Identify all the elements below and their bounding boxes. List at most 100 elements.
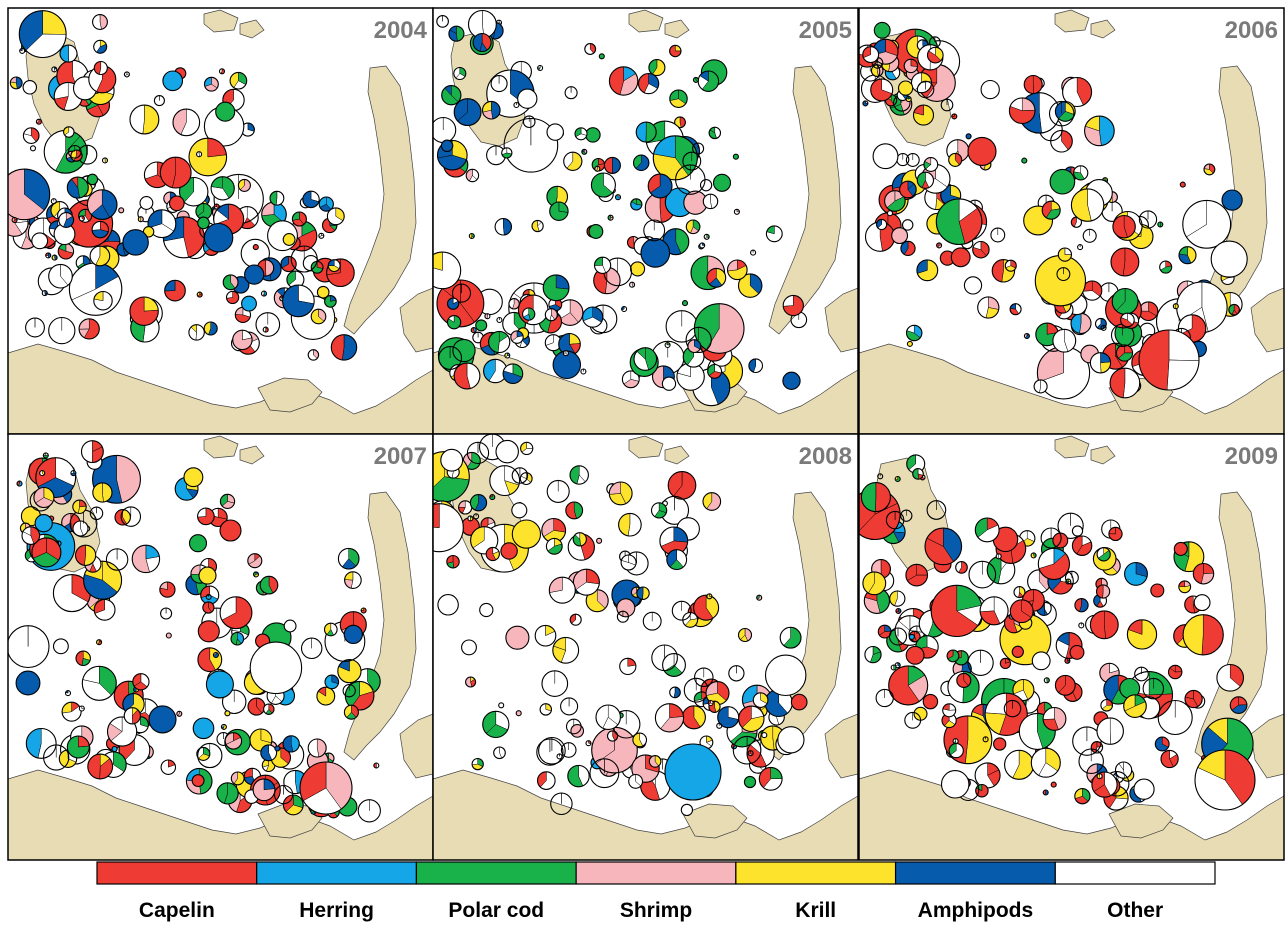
year-label: 2009 bbox=[1225, 443, 1278, 470]
station-pie bbox=[200, 585, 220, 605]
station-pie bbox=[1054, 674, 1076, 696]
station-pie bbox=[129, 104, 160, 135]
station-pie bbox=[282, 794, 304, 816]
legend-swatch bbox=[894, 861, 1056, 885]
station-pie bbox=[912, 468, 924, 480]
station-pie bbox=[282, 284, 315, 318]
station-pie bbox=[1229, 696, 1248, 714]
station-pie bbox=[22, 127, 40, 144]
station-pie bbox=[291, 211, 307, 227]
station-pie bbox=[669, 686, 681, 699]
station-pie bbox=[564, 86, 578, 100]
station-pie bbox=[946, 649, 960, 663]
station-pie bbox=[534, 624, 557, 647]
station-pie bbox=[212, 651, 219, 659]
station-pie bbox=[565, 501, 584, 520]
station-pie bbox=[72, 499, 87, 515]
station-pie bbox=[160, 759, 177, 775]
station-pie bbox=[92, 14, 108, 30]
station-pie bbox=[168, 195, 185, 212]
station-pie bbox=[936, 242, 943, 249]
station-pie bbox=[249, 641, 303, 695]
station-pie bbox=[864, 645, 882, 664]
panels-layer: 2004 2005 2006 2007 2008 2009 bbox=[7, 7, 1285, 861]
station-pie bbox=[51, 254, 58, 261]
station-pie bbox=[470, 327, 477, 334]
station-pie bbox=[1048, 100, 1075, 127]
map-panel-2006: 2006 bbox=[858, 7, 1285, 435]
station-pie bbox=[197, 620, 220, 643]
station-pie bbox=[585, 740, 592, 747]
station-pie bbox=[877, 624, 892, 639]
land-area bbox=[664, 19, 690, 39]
station-pie bbox=[671, 600, 692, 621]
station-pie bbox=[589, 758, 620, 789]
station-pie bbox=[202, 601, 215, 614]
station-pie bbox=[706, 593, 713, 600]
station-pie bbox=[980, 79, 1000, 100]
station-pie bbox=[1034, 255, 1087, 307]
station-pie bbox=[687, 339, 702, 354]
station-pie bbox=[196, 291, 203, 298]
station-pie bbox=[137, 216, 144, 223]
land-area bbox=[628, 435, 664, 459]
station-pie bbox=[862, 571, 887, 596]
land-area bbox=[628, 9, 664, 33]
station-pie bbox=[500, 542, 518, 560]
station-pie bbox=[697, 70, 720, 92]
station-pie bbox=[662, 653, 686, 677]
legend-item-capelin: Capelin bbox=[96, 861, 258, 922]
station-pie bbox=[1011, 645, 1024, 658]
station-pie bbox=[630, 261, 646, 277]
station-pie bbox=[531, 219, 544, 233]
station-pie bbox=[544, 308, 558, 322]
station-pie bbox=[905, 645, 925, 665]
station-pie bbox=[862, 100, 869, 107]
station-pie bbox=[905, 153, 920, 167]
land-area bbox=[768, 491, 842, 761]
station-pie bbox=[218, 68, 226, 75]
station-pie bbox=[1052, 328, 1077, 353]
station-pie bbox=[263, 703, 275, 715]
station-pie bbox=[118, 207, 125, 214]
station-pie bbox=[192, 717, 215, 740]
station-pie bbox=[706, 267, 727, 288]
station-pie bbox=[42, 452, 49, 459]
land-area bbox=[768, 65, 842, 335]
station-pie bbox=[916, 171, 935, 189]
station-pie bbox=[537, 64, 544, 72]
station-pie bbox=[995, 553, 1002, 560]
station-pie bbox=[889, 590, 906, 607]
station-pie bbox=[165, 632, 172, 639]
station-pie bbox=[493, 746, 506, 760]
land-area bbox=[203, 435, 239, 459]
station-pie bbox=[471, 757, 484, 771]
station-pie bbox=[1109, 367, 1141, 399]
station-pie bbox=[25, 727, 57, 759]
map-panel-2005: 2005 bbox=[432, 7, 859, 435]
station-pie bbox=[490, 75, 508, 93]
station-pie bbox=[1126, 619, 1158, 650]
station-pie bbox=[1100, 324, 1107, 331]
station-pie bbox=[1078, 622, 1085, 629]
station-pie bbox=[105, 548, 129, 571]
station-pie bbox=[1030, 747, 1061, 778]
station-pie bbox=[327, 259, 341, 273]
station-pie bbox=[699, 179, 713, 192]
land-area bbox=[343, 65, 417, 335]
station-pie bbox=[790, 693, 808, 711]
station-pie bbox=[1050, 781, 1057, 788]
station-pie bbox=[716, 722, 723, 729]
station-pie bbox=[517, 88, 538, 109]
station-pie bbox=[89, 245, 111, 267]
station-pie bbox=[324, 295, 337, 308]
station-pie bbox=[1138, 210, 1158, 229]
station-pie bbox=[67, 144, 82, 159]
station-pie bbox=[473, 513, 480, 520]
station-pie bbox=[862, 46, 880, 64]
station-pie bbox=[81, 665, 117, 701]
year-label: 2005 bbox=[799, 17, 852, 44]
station-pie bbox=[262, 326, 269, 333]
station-pie bbox=[926, 46, 944, 64]
